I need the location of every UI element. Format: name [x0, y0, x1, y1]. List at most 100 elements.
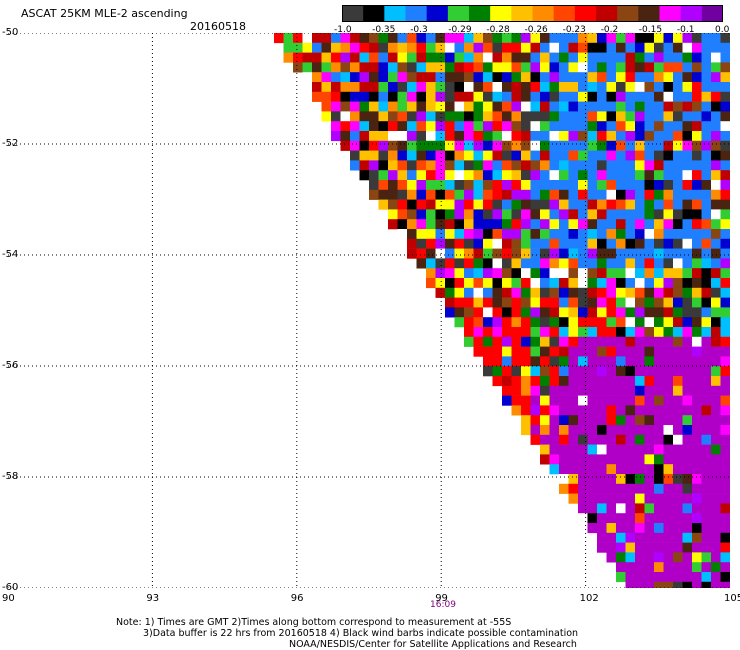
wind-cell: [654, 542, 664, 553]
wind-swath-cells: [274, 33, 730, 588]
wind-cell: [606, 170, 617, 181]
wind-cell: [711, 199, 721, 210]
wind-cell: [521, 150, 531, 161]
wind-cell: [578, 140, 588, 151]
wind-cell: [464, 180, 474, 191]
wind-cell: [644, 513, 655, 524]
wind-cell: [587, 238, 598, 249]
wind-cell: [625, 395, 636, 406]
wind-cell: [483, 42, 493, 53]
wind-cell: [711, 385, 721, 396]
wind-cell: [511, 42, 522, 53]
wind-cell: [673, 209, 683, 220]
wind-cell: [663, 493, 674, 504]
wind-cell: [454, 229, 465, 240]
wind-cell: [597, 356, 607, 367]
wind-cell: [635, 454, 645, 465]
wind-cell: [663, 121, 674, 132]
wind-cell: [597, 170, 607, 181]
wind-cell: [397, 131, 408, 142]
wind-cell: [369, 82, 379, 93]
wind-cell: [663, 101, 674, 112]
wind-cell: [464, 229, 474, 240]
wind-cell: [454, 307, 465, 318]
wind-cell: [597, 366, 607, 377]
wind-cell: [350, 62, 360, 73]
wind-cell: [654, 219, 664, 230]
wind-cell: [492, 42, 503, 53]
wind-cell: [426, 258, 436, 269]
wind-cell: [435, 33, 446, 44]
wind-cell: [568, 52, 579, 63]
wind-cell: [711, 189, 721, 200]
wind-cell: [388, 82, 398, 93]
wind-cell: [502, 82, 512, 93]
wind-cell: [407, 42, 417, 53]
wind-cell: [445, 111, 455, 122]
wind-cell: [597, 464, 607, 475]
wind-cell: [635, 385, 645, 396]
wind-cell: [492, 366, 503, 377]
wind-cell: [388, 101, 398, 112]
wind-cell: [521, 101, 531, 112]
wind-cell: [625, 327, 636, 338]
wind-cell: [464, 72, 474, 83]
wind-cell: [711, 91, 721, 102]
wind-cell: [445, 287, 455, 298]
wind-cell: [720, 483, 730, 494]
wind-cell: [435, 140, 446, 151]
colorbar-tick-label: -0.1: [676, 25, 695, 35]
wind-cell: [720, 552, 730, 563]
wind-cell: [597, 33, 607, 44]
wind-cell: [454, 287, 465, 298]
wind-cell: [445, 52, 455, 63]
wind-cell: [673, 248, 683, 259]
wind-cell: [350, 72, 360, 83]
wind-cell: [454, 199, 465, 210]
wind-cell: [663, 572, 674, 583]
wind-cell: [682, 415, 693, 426]
wind-cell: [473, 150, 484, 161]
wind-cell: [521, 336, 531, 347]
wind-cell: [644, 425, 655, 436]
wind-cell: [568, 356, 579, 367]
wind-cell: [559, 258, 569, 269]
wind-cell: [720, 170, 730, 181]
wind-cell: [644, 415, 655, 426]
wind-cell: [416, 101, 427, 112]
wind-cell: [692, 82, 702, 93]
wind-cell: [692, 121, 702, 132]
wind-cell: [711, 542, 721, 553]
wind-cell: [625, 552, 636, 563]
wind-cell: [701, 572, 712, 583]
wind-cell: [483, 336, 493, 347]
wind-cell: [682, 101, 693, 112]
wind-cell: [606, 131, 617, 142]
wind-cell: [473, 62, 484, 73]
wind-cell: [483, 297, 493, 308]
wind-cell: [663, 581, 674, 588]
wind-cell: [502, 268, 512, 279]
wind-cell: [464, 297, 474, 308]
wind-cell: [416, 82, 427, 93]
wind-cell: [625, 297, 636, 308]
wind-cell: [654, 425, 664, 436]
wind-cell: [663, 229, 674, 240]
wind-cell: [673, 552, 683, 563]
wind-cell: [625, 91, 636, 102]
wind-cell: [445, 238, 455, 249]
wind-cell: [521, 170, 531, 181]
wind-cell: [635, 189, 645, 200]
wind-cell: [654, 209, 664, 220]
wind-cell: [682, 532, 693, 543]
wind-cell: [682, 366, 693, 377]
wind-cell: [568, 248, 579, 259]
wind-cell: [701, 513, 712, 524]
wind-cell: [635, 238, 645, 249]
wind-cell: [397, 111, 408, 122]
wind-cell: [464, 131, 474, 142]
wind-cell: [540, 434, 550, 445]
wind-cell: [492, 327, 503, 338]
wind-cell: [483, 268, 493, 279]
wind-cell: [397, 72, 408, 83]
